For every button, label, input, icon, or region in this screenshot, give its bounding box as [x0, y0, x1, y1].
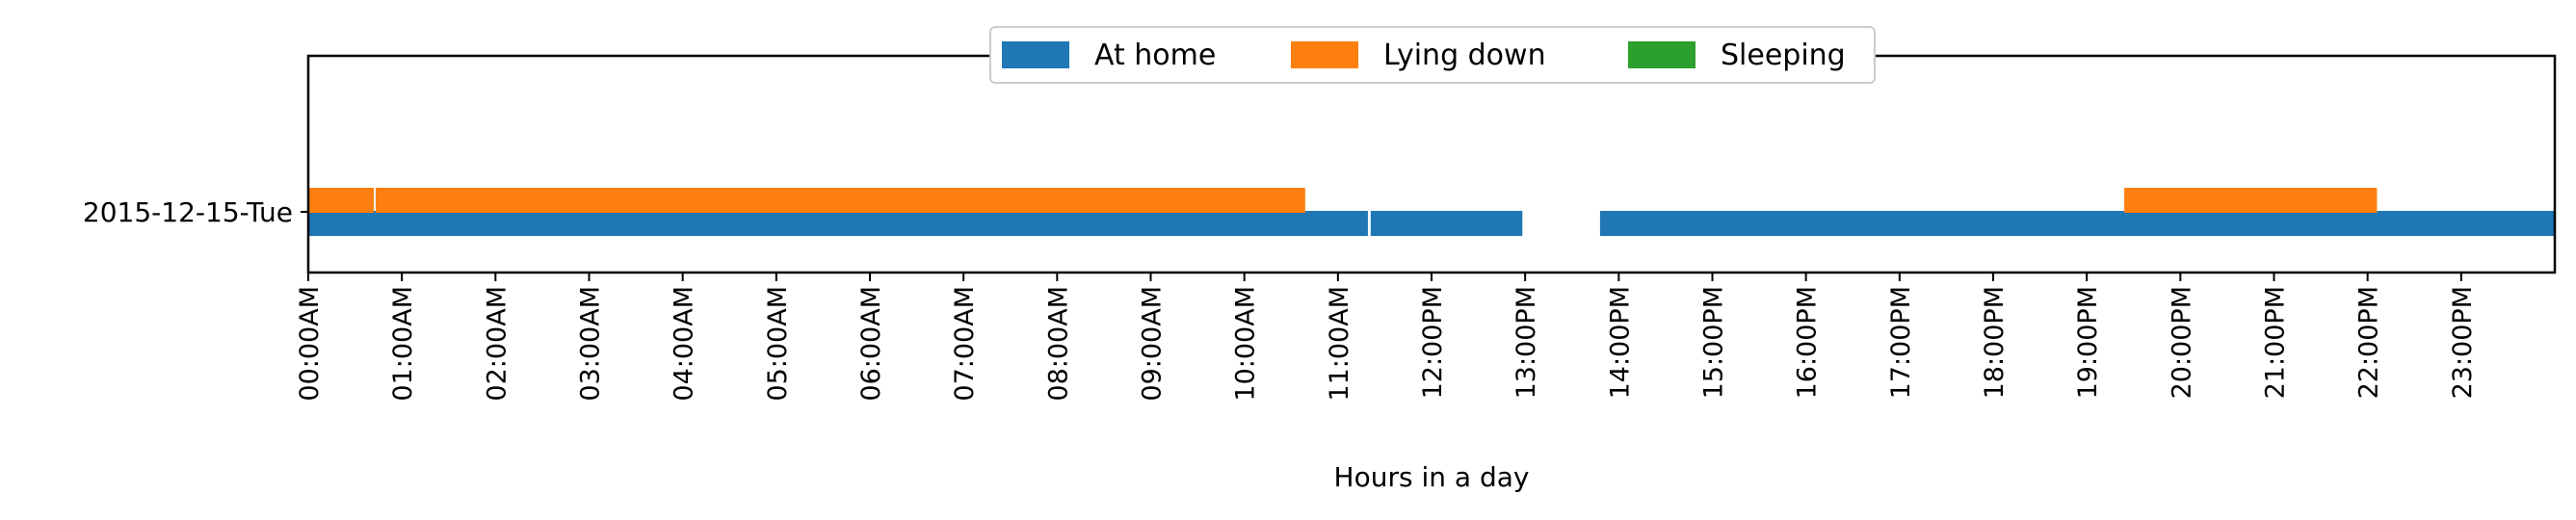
x-tick-label: 20:00PM	[2167, 286, 2196, 399]
legend-frame	[989, 26, 1876, 84]
legend-label: At home	[1094, 39, 1216, 72]
legend-swatch	[1291, 41, 1358, 68]
x-tick-label: 13:00PM	[1511, 286, 1541, 399]
x-tick-label: 02:00AM	[482, 286, 512, 402]
x-tick-label: 23:00PM	[2448, 286, 2478, 399]
x-tick-label: 21:00PM	[2261, 286, 2291, 399]
x-tick-label: 01:00AM	[388, 286, 418, 402]
x-tick-label: 04:00AM	[670, 286, 699, 402]
y-axis: 2015-12-15-Tue	[83, 196, 308, 228]
x-tick-label: 05:00AM	[763, 286, 793, 402]
bar-lying-down-1	[375, 188, 1305, 213]
x-tick-label: 11:00AM	[1325, 286, 1354, 402]
bar-at-home-1	[1370, 211, 1523, 236]
plot-frame	[306, 54, 2557, 274]
x-tick-label: 10:00AM	[1231, 286, 1261, 402]
x-axis: 00:00AM 01:00AM 02:00AM 03:00AM 04:00AM 05:00…	[295, 273, 2478, 402]
x-tick-label: 16:00PM	[1793, 286, 1823, 399]
x-axis-label: Hours in a day	[1334, 461, 1530, 493]
legend-swatch	[1628, 41, 1695, 68]
legend-swatch	[1002, 41, 1069, 68]
bar-at-home-0	[308, 211, 1368, 236]
legend-label: Lying down	[1383, 39, 1546, 72]
x-tick-label: 09:00AM	[1138, 286, 1168, 402]
x-tick-label: 17:00PM	[1886, 286, 1916, 399]
x-tick-label: 14:00PM	[1605, 286, 1635, 399]
x-tick-label: 19:00PM	[2073, 286, 2103, 399]
x-tick-label: 06:00AM	[856, 286, 886, 402]
activity-bars	[308, 188, 2555, 236]
x-tick-label: 03:00AM	[576, 286, 606, 402]
legend: At home Lying down Sleeping	[989, 26, 1876, 84]
legend-label: Sleeping	[1721, 39, 1846, 72]
x-tick-label: 07:00AM	[950, 286, 980, 402]
y-tick-label: 2015-12-15-Tue	[83, 196, 293, 228]
x-tick-label: 15:00PM	[1699, 286, 1729, 399]
bar-lying-down-0	[308, 188, 375, 213]
bar-at-home-2	[1599, 211, 2555, 236]
x-tick-label: 22:00PM	[2354, 286, 2384, 399]
x-tick-label: 18:00PM	[1980, 286, 2010, 399]
x-tick-label: 12:00PM	[1418, 286, 1448, 399]
bar-lying-down-2	[2124, 188, 2378, 213]
x-tick-label: 08:00AM	[1043, 286, 1073, 402]
x-tick-label: 00:00AM	[295, 286, 325, 402]
